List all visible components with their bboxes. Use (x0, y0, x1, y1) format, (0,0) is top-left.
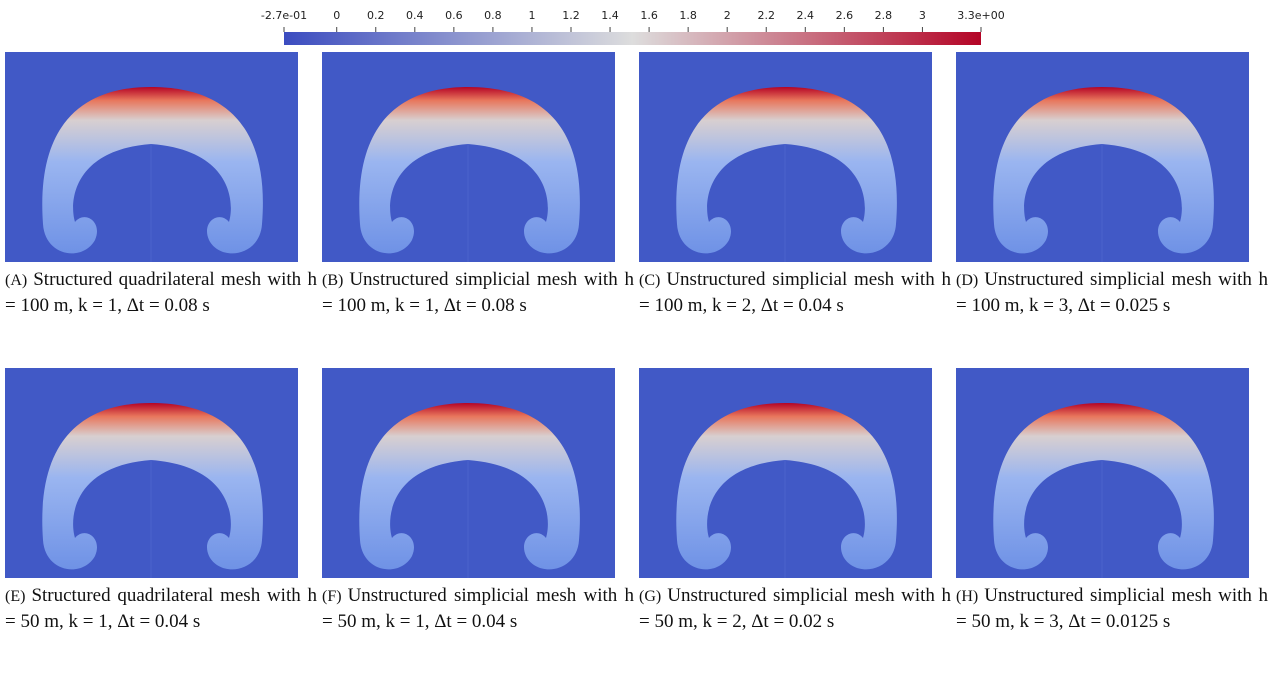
plot (956, 52, 1249, 262)
plot (322, 368, 615, 578)
caption-label: (B) (322, 272, 344, 289)
caption-label: (C) (639, 272, 661, 289)
caption: (F) Unstructured simplicial mesh with h =… (322, 583, 634, 634)
caption-text: Structured quadrilateral mesh with h = 1… (5, 269, 317, 316)
caption-text: Unstructured simplicial mesh with h = 50… (639, 585, 951, 632)
colorbar-tick-label: 0.6 (445, 9, 463, 22)
caption-text: Unstructured simplicial mesh with h = 10… (322, 269, 634, 316)
plot (956, 368, 1249, 578)
simulation-image (5, 52, 298, 262)
colorbar-tick-label: 2.2 (757, 9, 775, 22)
colorbar-tick-label: 0 (333, 9, 340, 22)
caption-text: Unstructured simplicial mesh with h = 50… (322, 585, 634, 632)
colorbar-tick-label: 1.4 (601, 9, 619, 22)
caption: (E) Structured quadrilateral mesh with h … (5, 583, 317, 634)
simulation-image (639, 368, 932, 578)
caption-text: Unstructured simplicial mesh with h = 50… (956, 585, 1268, 632)
colorbar-tick-label: 0.8 (484, 9, 502, 22)
colorbar-tick-label: 1.6 (640, 9, 658, 22)
colorbar-tick-label: 2.4 (797, 9, 815, 22)
caption-text: Unstructured simplicial mesh with h = 10… (956, 269, 1268, 316)
simulation-image (956, 368, 1249, 578)
simulation-image (956, 52, 1249, 262)
bubble (42, 403, 263, 570)
bubble (42, 87, 263, 254)
colorbar-tick-label: 2.6 (836, 9, 854, 22)
colorbar-bar (284, 32, 981, 45)
caption: (A) Structured quadrilateral mesh with h … (5, 267, 317, 318)
caption: (H) Unstructured simplicial mesh with h =… (956, 583, 1268, 634)
colorbar-tick-label: 0.2 (367, 9, 385, 22)
simulation-image (322, 52, 615, 262)
caption: (G) Unstructured simplicial mesh with h =… (639, 583, 951, 634)
plot (639, 368, 932, 578)
simulation-image (639, 52, 932, 262)
bubble (676, 87, 897, 254)
caption-label: (G) (639, 588, 662, 605)
colorbar-tick-label: 0.4 (406, 9, 424, 22)
colorbar: -2.7e-01 0 0.2 0.4 0.6 0.8 1 1.2 1.4 1.6 1.8 2 2.2 2.… (261, 9, 1005, 45)
caption: (D) Unstructured simplicial mesh with h =… (956, 267, 1268, 318)
bubble (993, 403, 1214, 570)
plot (5, 368, 298, 578)
colorbar-tick-label: -2.7e-01 (261, 9, 307, 22)
colorbar-tick-label: 3.3e+00 (957, 9, 1004, 22)
plot (322, 52, 615, 262)
simulation-image (322, 368, 615, 578)
caption-label: (E) (5, 588, 26, 605)
colorbar-tick-label: 2.8 (875, 9, 893, 22)
bubble (359, 403, 580, 570)
bubble (676, 403, 897, 570)
caption-label: (D) (956, 272, 979, 289)
simulation-image (5, 368, 298, 578)
colorbar-tick-label: 1.8 (679, 9, 697, 22)
caption: (B) Unstructured simplicial mesh with h =… (322, 267, 634, 318)
colorbar-tick-label: 1 (528, 9, 535, 22)
caption-text: Structured quadrilateral mesh with h = 5… (5, 585, 317, 632)
caption-label: (A) (5, 272, 28, 289)
caption: (C) Unstructured simplicial mesh with h =… (639, 267, 951, 318)
colorbar-tick-label: 3 (919, 9, 926, 22)
colorbar-tick-label: 1.2 (562, 9, 580, 22)
caption-text: Unstructured simplicial mesh with h = 10… (639, 269, 951, 316)
plot (639, 52, 932, 262)
caption-label: (F) (322, 588, 342, 605)
bubble (359, 87, 580, 254)
plot (5, 52, 298, 262)
bubble (993, 87, 1214, 254)
colorbar-tick-label: 2 (724, 9, 731, 22)
caption-label: (H) (956, 588, 979, 605)
